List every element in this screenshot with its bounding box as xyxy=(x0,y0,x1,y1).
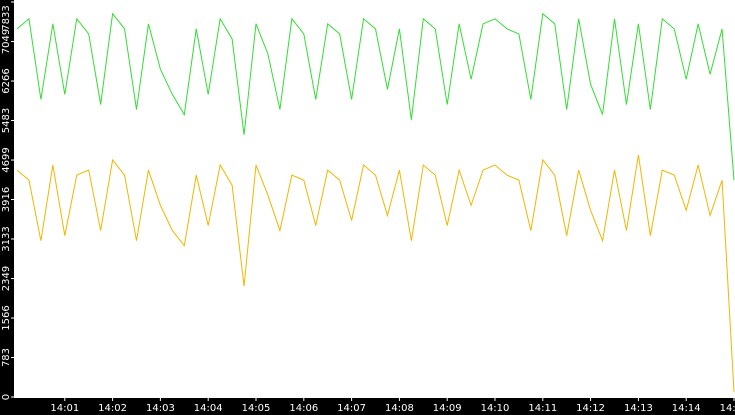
x-tick-label: 14:07 xyxy=(337,403,366,414)
x-tick-label: 14:15 xyxy=(720,403,735,414)
y-tick-label: 6266 xyxy=(1,68,12,93)
y-tick-label: 783 xyxy=(1,348,12,367)
x-tick-label: 14:14 xyxy=(672,403,701,414)
y-tick-label: 1566 xyxy=(1,305,12,330)
y-tick-label: 3916 xyxy=(1,187,12,212)
x-tick-label: 14:09 xyxy=(433,403,462,414)
x-tick-label: 14:11 xyxy=(528,403,557,414)
x-tick-label: 14:02 xyxy=(98,403,127,414)
y-tick-label: 7049 xyxy=(1,29,12,54)
x-tick-label: 14:03 xyxy=(146,403,175,414)
x-tick-label: 14:10 xyxy=(481,403,510,414)
x-tick-label: 14:05 xyxy=(242,403,271,414)
y-axis-strip xyxy=(0,0,14,415)
y-tick-label: 0 xyxy=(1,394,12,400)
y-tick-label: 7833 xyxy=(1,5,12,30)
x-tick-label: 14:08 xyxy=(385,403,414,414)
x-tick-label: 14:12 xyxy=(576,403,605,414)
y-tick-label: 3133 xyxy=(1,226,12,251)
series-line xyxy=(16,12,735,181)
x-axis-strip xyxy=(0,398,735,415)
x-tick-label: 14:06 xyxy=(289,403,318,414)
x-tick-label: 14:13 xyxy=(624,403,653,414)
y-tick-label: 5483 xyxy=(1,108,12,133)
x-tick-label: 14:01 xyxy=(50,403,79,414)
series-line xyxy=(16,154,735,392)
y-tick-label: 2349 xyxy=(1,266,12,291)
x-tick-label: 14:04 xyxy=(194,403,223,414)
y-tick-label: 4699 xyxy=(1,147,12,172)
